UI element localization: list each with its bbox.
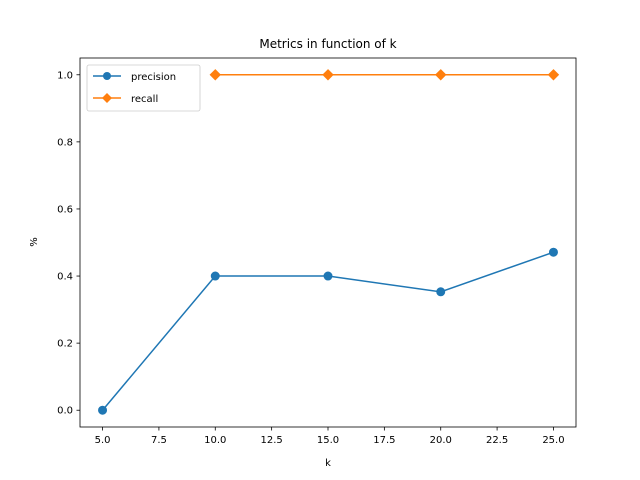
y-tick-label: 0.2: [57, 339, 73, 350]
data-point-recall: [547, 69, 560, 81]
x-tick-label: 25.0: [542, 435, 564, 446]
x-tick-label: 7.5: [151, 435, 167, 446]
legend-marker-precision: [103, 72, 111, 80]
y-tick-label: 1.0: [57, 70, 73, 81]
data-point-precision: [436, 287, 446, 297]
y-tick-label: 0.6: [57, 204, 73, 215]
plot-area: 5.0 7.5 10.0 12.5 15.0 17.5 20.0 22.5 25.0 0.0 0.2…: [57, 57, 577, 446]
x-tick-label: 15.0: [317, 435, 339, 446]
chart-title: Metrics in function of k: [259, 37, 396, 51]
x-tick-label: 22.5: [486, 435, 508, 446]
data-point-recall: [322, 69, 334, 81]
data-point-precision: [98, 405, 108, 415]
legend-label-precision: precision: [131, 72, 176, 83]
x-tick-label: 10.0: [204, 435, 226, 446]
x-tick-label: 12.5: [261, 435, 283, 446]
data-point-precision: [210, 271, 220, 281]
data-point-recall: [435, 69, 447, 81]
x-tick-label: 20.0: [430, 435, 452, 446]
x-axis-label: k: [325, 458, 331, 469]
x-tick-label: 5.0: [95, 435, 111, 446]
data-point-precision: [548, 247, 558, 257]
y-tick-label: 0.8: [57, 137, 73, 148]
legend-marker-recall: [102, 93, 112, 103]
x-tick-label: 17.5: [373, 435, 395, 446]
y-axis-label: %: [29, 237, 40, 247]
data-point-precision: [323, 271, 333, 281]
data-point-recall: [209, 69, 221, 81]
y-tick-label: 0.4: [57, 272, 73, 283]
legend-label-recall: recall: [131, 94, 158, 105]
axes-frame: [79, 57, 577, 428]
y-tick-label: 0.0: [57, 406, 73, 417]
